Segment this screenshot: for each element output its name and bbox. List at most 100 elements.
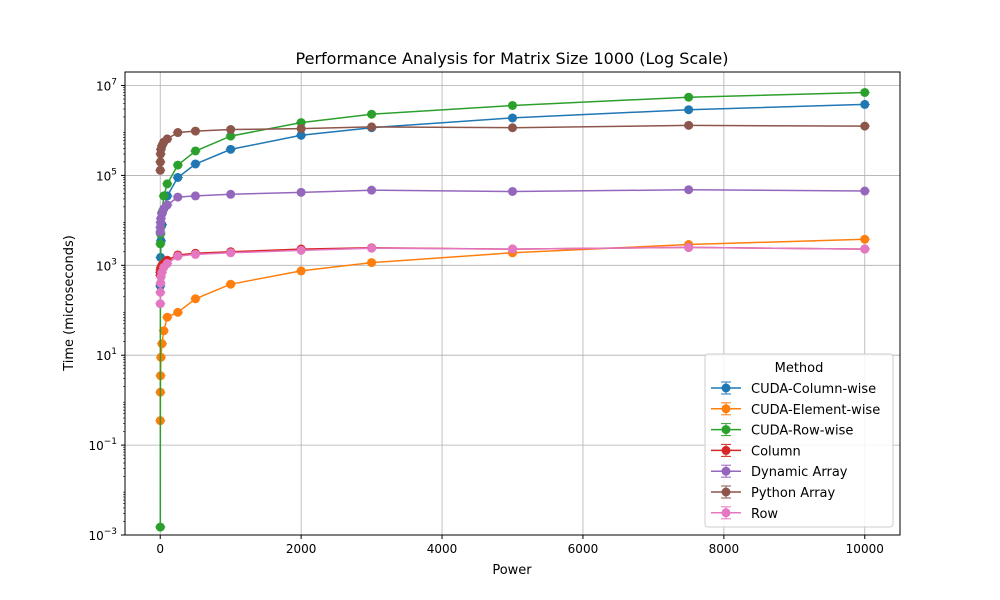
data-point [190,191,200,201]
chart-title: Performance Analysis for Matrix Size 100… [296,49,729,68]
series-python-array [155,120,870,175]
legend-item: CUDA-Row-wise [711,423,853,439]
data-point [173,307,183,317]
data-point [162,258,172,268]
legend-marker [721,404,731,414]
data-point [173,160,183,170]
legend-label: Python Array [751,486,836,501]
data-point [296,245,306,255]
data-point [226,125,236,135]
data-point [173,172,183,182]
x-tick-label: 10000 [846,542,884,556]
y-axis-ticks: 10−3 10−1 101 103 105 107 [88,78,125,543]
x-axis-label: Power [492,563,532,578]
data-point [173,192,183,202]
series-layer [155,87,870,532]
data-point [155,522,165,532]
data-point [367,122,377,132]
data-point [190,159,200,169]
data-point [226,144,236,154]
data-point [155,157,165,167]
plot-frame [124,71,901,536]
data-point [860,87,870,97]
data-point [155,299,165,309]
legend-label: CUDA-Element-wise [751,403,880,418]
data-point [226,189,236,199]
data-point [860,234,870,244]
data-point [162,312,172,322]
legend-marker [721,425,731,435]
data-point [173,251,183,261]
legend-label: Column [751,444,801,459]
legend-items: CUDA-Column-wise CUDA-Element-wise CUDA-Ro… [711,381,880,522]
data-point [162,134,172,144]
y-tick-label: 103 [96,257,117,273]
data-point [684,92,694,102]
data-point [155,287,165,297]
legend-marker [721,508,731,518]
legend-marker [721,383,731,393]
x-tick-label: 0 [156,542,164,556]
legend-marker [721,445,731,455]
data-point [367,243,377,253]
x-axis-ticks: 0 2000 4000 6000 8000 10000 [156,535,884,556]
data-point [684,242,694,252]
data-point [296,130,306,140]
series-row [155,242,870,309]
legend-label: CUDA-Row-wise [751,424,853,439]
y-tick-label: 10−1 [88,437,117,453]
data-point [508,123,517,133]
data-point [190,126,200,136]
legend-label: Row [751,507,778,522]
series-cuda-row-wise [155,87,870,532]
data-point [296,266,306,276]
legend-item: Column [711,443,801,459]
data-point [296,187,306,197]
data-point [860,244,870,254]
data-point [508,186,517,196]
data-point [159,191,169,201]
data-point [162,200,172,210]
legend-item: CUDA-Element-wise [711,402,880,418]
data-point [190,294,200,304]
data-point [508,113,517,123]
x-tick-label: 6000 [568,542,599,556]
legend-box [704,353,894,528]
data-point [367,258,377,268]
legend: Method CUDA-Column-wise CUDA-Element-wise… [704,353,894,528]
y-tick-label: 10−3 [88,527,117,543]
series-dynamic-array [155,185,870,237]
data-point [162,179,172,189]
y-axis-label: Time (microseconds) [62,235,77,372]
legend-item: Row [711,506,778,522]
data-point [226,279,236,289]
data-point [226,131,236,141]
data-point [155,239,165,249]
legend-item: CUDA-Column-wise [711,381,876,397]
data-point [684,105,694,115]
legend-marker [721,487,731,497]
data-point [684,185,694,195]
legend-label: Dynamic Array [751,465,848,480]
data-point [508,100,517,110]
data-point [860,121,870,131]
y-tick-label: 105 [96,167,117,183]
data-point [684,120,694,130]
data-point [367,109,377,119]
x-tick-label: 8000 [709,542,740,556]
legend-item: Python Array [711,485,836,501]
legend-item: Dynamic Array [711,464,848,480]
data-point [190,146,200,156]
legend-marker [721,466,731,476]
data-point [860,186,870,196]
data-point [226,248,236,258]
data-point [155,165,165,175]
data-point [367,185,377,195]
data-point [173,128,183,138]
legend-title: Method [775,361,824,376]
x-tick-label: 2000 [286,542,317,556]
data-point [159,326,169,336]
data-point [190,249,200,259]
y-tick-label: 107 [96,78,117,94]
data-point [296,124,306,134]
